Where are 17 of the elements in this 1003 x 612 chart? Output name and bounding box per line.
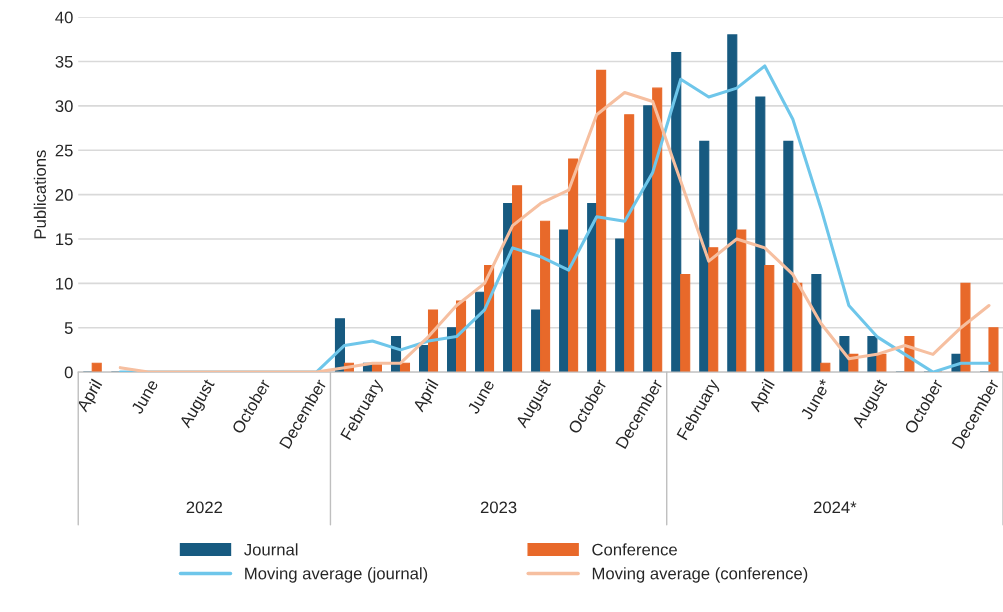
legend-label: Moving average (journal): [245, 567, 428, 583]
y-tick-label: 25: [55, 144, 73, 157]
y-tick-label: 20: [55, 189, 73, 201]
y-axis-title: Publications: [33, 150, 46, 239]
legend-label: Journal: [244, 543, 298, 556]
y-tick-label: 35: [55, 55, 73, 68]
text: 2024*: [813, 501, 857, 514]
y-tick-label: 0: [64, 366, 73, 379]
y-tick-label: 5: [64, 322, 73, 334]
legend-label: Moving average (conference): [592, 567, 808, 583]
text: 2023: [480, 501, 517, 514]
text: 2022: [186, 501, 223, 514]
y-tick-label: 40: [55, 11, 73, 24]
y-tick-label: 30: [55, 100, 73, 113]
y-tick-label: 10: [56, 277, 73, 290]
y-tick-label: 15: [56, 233, 73, 246]
legend-label: Conference: [592, 543, 677, 556]
